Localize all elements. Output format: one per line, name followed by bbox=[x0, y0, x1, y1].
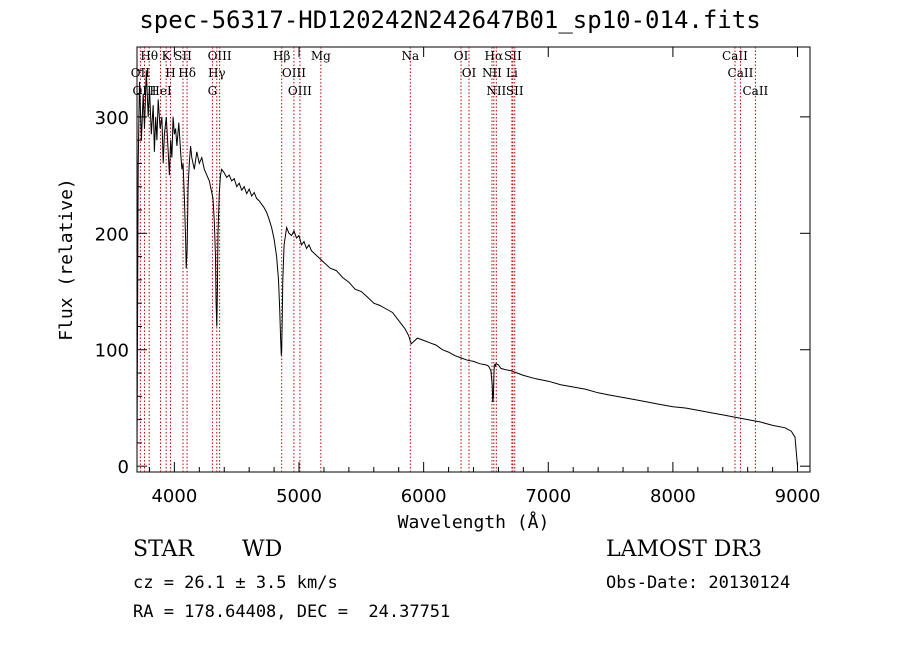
line-marker-label-14: Mg bbox=[311, 49, 331, 63]
y-tick-label-2: 200 bbox=[95, 224, 129, 245]
line-marker-label-25: CaII bbox=[728, 66, 754, 80]
x-axis-label: Wavelength (Å) bbox=[398, 511, 550, 533]
line-marker-label-6: SII bbox=[174, 49, 192, 63]
y-tick-label-3: 300 bbox=[95, 108, 129, 129]
y-tick-label-0: 0 bbox=[118, 457, 129, 478]
line-marker-label-15: Na bbox=[401, 49, 419, 63]
line-marker-label-11: Hβ bbox=[273, 49, 290, 63]
line-marker-label-20: NII bbox=[486, 84, 506, 98]
x-tick-label-3: 7000 bbox=[525, 486, 571, 507]
x-tick-label-0: 4000 bbox=[151, 486, 197, 507]
line-marker-label-26: CaII bbox=[742, 84, 768, 98]
line-marker-label-13: OIII bbox=[288, 84, 312, 98]
line-marker-label-1: OII bbox=[131, 66, 151, 80]
line-marker-label-8: OIII bbox=[208, 49, 232, 63]
line-marker-label-10: G bbox=[208, 84, 218, 98]
line-marker-label-9: Hγ bbox=[208, 66, 226, 80]
line-marker-label-5: HeI bbox=[149, 84, 172, 98]
line-marker-label-0: Hθ bbox=[140, 49, 158, 63]
radec-line: RA = 178.64408, DEC = 24.37751 bbox=[133, 602, 451, 622]
line-marker-label-19: NII bbox=[482, 66, 502, 80]
spectrum-line bbox=[136, 70, 798, 467]
y-tick-label-1: 100 bbox=[95, 341, 129, 362]
plot-frame bbox=[136, 46, 811, 473]
line-marker-label-7: Hδ bbox=[178, 66, 196, 80]
line-marker-label-23: SII bbox=[506, 84, 524, 98]
line-marker-label-22: Li bbox=[506, 66, 518, 80]
line-marker-label-4: H bbox=[165, 66, 175, 80]
x-tick-label-2: 6000 bbox=[401, 486, 447, 507]
line-marker-label-3: K bbox=[162, 49, 172, 63]
object-class: STAR bbox=[133, 537, 194, 562]
y-axis-label: Flux (relative) bbox=[56, 178, 77, 341]
obs-date-line: Obs-Date: 20130124 bbox=[606, 573, 791, 593]
redshift-line: cz = 26.1 ± 3.5 km/s bbox=[133, 573, 338, 593]
line-marker-label-16: OI bbox=[454, 49, 469, 63]
x-tick-label-1: 5000 bbox=[276, 486, 322, 507]
survey-label: LAMOST DR3 bbox=[606, 537, 762, 562]
line-marker-label-2: OIII bbox=[132, 84, 156, 98]
line-marker-label-21: SII bbox=[504, 49, 522, 63]
x-tick-label-5: 9000 bbox=[775, 486, 821, 507]
line-marker-label-18: Hα bbox=[485, 49, 504, 63]
line-marker-label-17: OI bbox=[462, 66, 477, 80]
figure-title: spec-56317-HD120242N242647B01_sp10-014.f… bbox=[139, 6, 761, 34]
object-subclass: WD bbox=[242, 537, 283, 562]
line-marker-label-24: CaII bbox=[722, 49, 748, 63]
x-tick-label-4: 8000 bbox=[650, 486, 696, 507]
line-marker-label-12: OIII bbox=[282, 66, 306, 80]
